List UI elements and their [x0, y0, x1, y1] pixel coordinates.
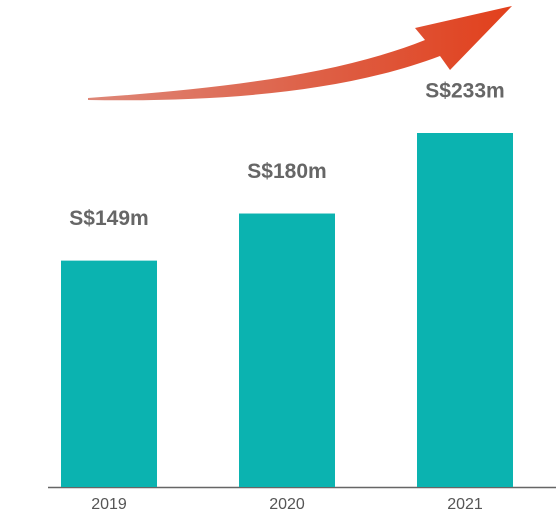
value-label: S$233m [425, 80, 504, 103]
trend-arrow [88, 6, 512, 101]
x-tick-label: 2021 [447, 496, 483, 513]
bar [417, 133, 513, 487]
value-label: S$149m [69, 207, 148, 230]
bar [61, 260, 157, 487]
x-tick-label: 2019 [91, 496, 127, 513]
bar [239, 213, 335, 487]
value-label: S$180m [247, 160, 326, 183]
x-tick-label: 2020 [269, 496, 305, 513]
